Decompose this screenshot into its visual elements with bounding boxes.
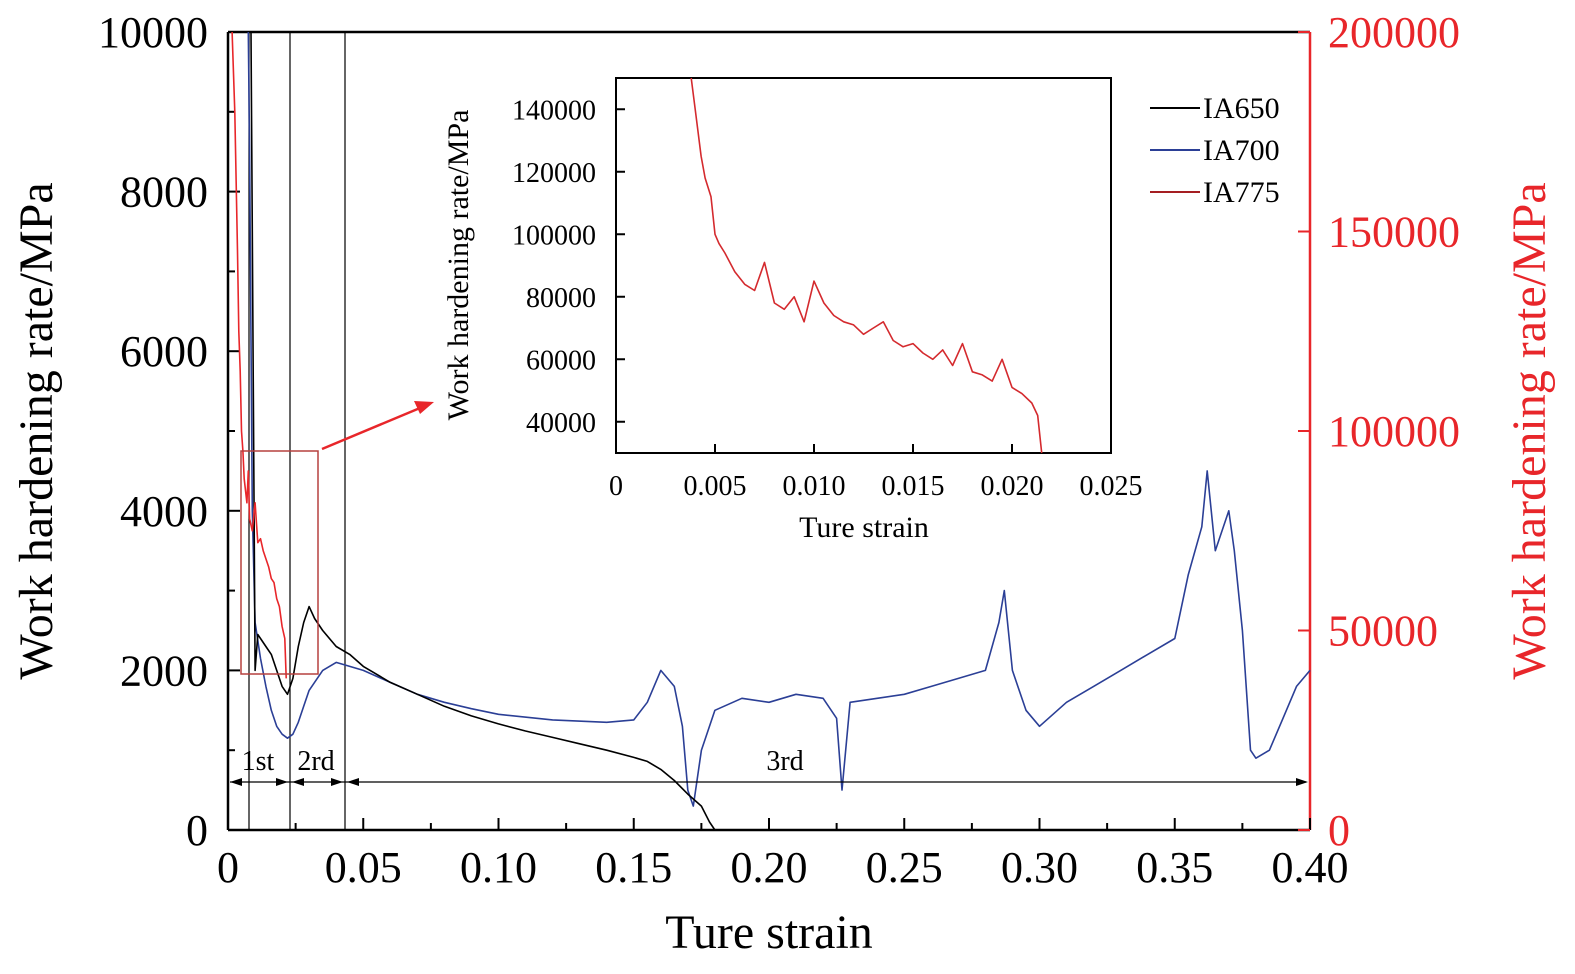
inset-y-tick-label: 140000 xyxy=(512,95,596,126)
inset-y-tick-label: 60000 xyxy=(526,345,596,376)
y-tick-label: 10000 xyxy=(98,8,208,57)
inset-y-tick-label: 100000 xyxy=(512,220,596,251)
stage-3-arrow-left xyxy=(347,778,359,786)
inset-ticks xyxy=(615,108,1112,453)
x-axis-title: Ture strain xyxy=(665,906,873,959)
inset-y-tick-label: 120000 xyxy=(512,158,596,189)
x-tick-label: 0.40 xyxy=(1272,843,1349,892)
inset-x-tick-label: 0.020 xyxy=(981,471,1044,502)
y-tick-label: 0 xyxy=(186,806,208,855)
stage-2-arrow-left xyxy=(292,778,304,786)
series-line-ia700 xyxy=(247,31,1311,807)
stage-1-arrow-left xyxy=(230,778,242,786)
stage-arrows: 1st 2rd 3rd xyxy=(230,746,1308,786)
y-tick-label: 8000 xyxy=(120,168,208,217)
x-tick-label: 0.30 xyxy=(1001,843,1078,892)
y2-tick-label: 0 xyxy=(1328,806,1350,855)
y2-tick-label: 150000 xyxy=(1328,208,1460,257)
stage-1-label: 1st xyxy=(242,746,275,777)
legend: IA650 IA700 IA775 xyxy=(1150,92,1280,209)
x-tick-label: 0.25 xyxy=(866,843,943,892)
legend-label-ia775: IA775 xyxy=(1203,176,1280,209)
inset-y-tick-label: 80000 xyxy=(526,283,596,314)
main-ticks xyxy=(227,31,1311,831)
x-tick-label: 0.10 xyxy=(460,843,537,892)
zoom-region-box xyxy=(240,450,319,675)
y-tick-label: 6000 xyxy=(120,327,208,376)
inset-series xyxy=(690,77,1043,454)
inset-y-tick-label: 40000 xyxy=(526,408,596,439)
x-tick-label: 0 xyxy=(217,843,239,892)
stage-2-label: 2rd xyxy=(297,746,334,777)
x-tick-label: 0.35 xyxy=(1136,843,1213,892)
stage-2-arrow-right xyxy=(331,778,343,786)
inset-x-tick-label: 0.025 xyxy=(1080,471,1143,502)
main-series xyxy=(231,31,1311,831)
x-tick-label: 0.15 xyxy=(595,843,672,892)
y2-tick-label: 200000 xyxy=(1328,8,1460,57)
y2-tick-label: 100000 xyxy=(1328,407,1460,456)
series-line-ia650 xyxy=(250,31,716,831)
zoom-arrow-head xyxy=(414,401,434,414)
x-tick-label: 0.05 xyxy=(325,843,402,892)
legend-label-ia650: IA650 xyxy=(1203,92,1280,125)
legend-label-ia700: IA700 xyxy=(1203,134,1280,167)
series-line-ia775 xyxy=(231,31,287,679)
stage-3-label: 3rd xyxy=(766,746,803,777)
stage-1-arrow-right xyxy=(276,778,288,786)
stage-3-arrow-right xyxy=(1296,778,1308,786)
main-tick-labels: 0 0.05 0.10 0.15 0.20 0.25 0.30 0.35 0.400200040… xyxy=(98,8,1460,892)
inset-tick-labels: 0 0.005 0.010 0.015 0.020 0.025 40000 60000 8000… xyxy=(512,95,1143,502)
inset-x-tick-label: 0.005 xyxy=(684,471,747,502)
inset-series-line-ia775 xyxy=(690,77,1043,454)
y-axis-title: Work hardening rate/MPa xyxy=(10,182,63,679)
inset-x-tick-label: 0.010 xyxy=(783,471,846,502)
inset-x-tick-label: 0 xyxy=(609,471,623,502)
inset-x-tick-label: 0.015 xyxy=(882,471,945,502)
y-tick-label: 2000 xyxy=(120,646,208,695)
x-tick-label: 0.20 xyxy=(731,843,808,892)
y2-tick-label: 50000 xyxy=(1328,607,1438,656)
inset-frame xyxy=(615,77,1112,454)
inset-y-axis-title: Work hardening rate/MPa xyxy=(442,110,475,421)
inset-chart: 0 0.005 0.010 0.015 0.020 0.025 40000 60000 8000… xyxy=(442,77,1143,544)
inset-x-axis-title: Ture strain xyxy=(799,511,929,544)
y-tick-label: 4000 xyxy=(120,487,208,536)
y2-axis-title: Work hardening rate/MPa xyxy=(1503,182,1556,679)
zoom-arrow-line xyxy=(321,406,421,451)
